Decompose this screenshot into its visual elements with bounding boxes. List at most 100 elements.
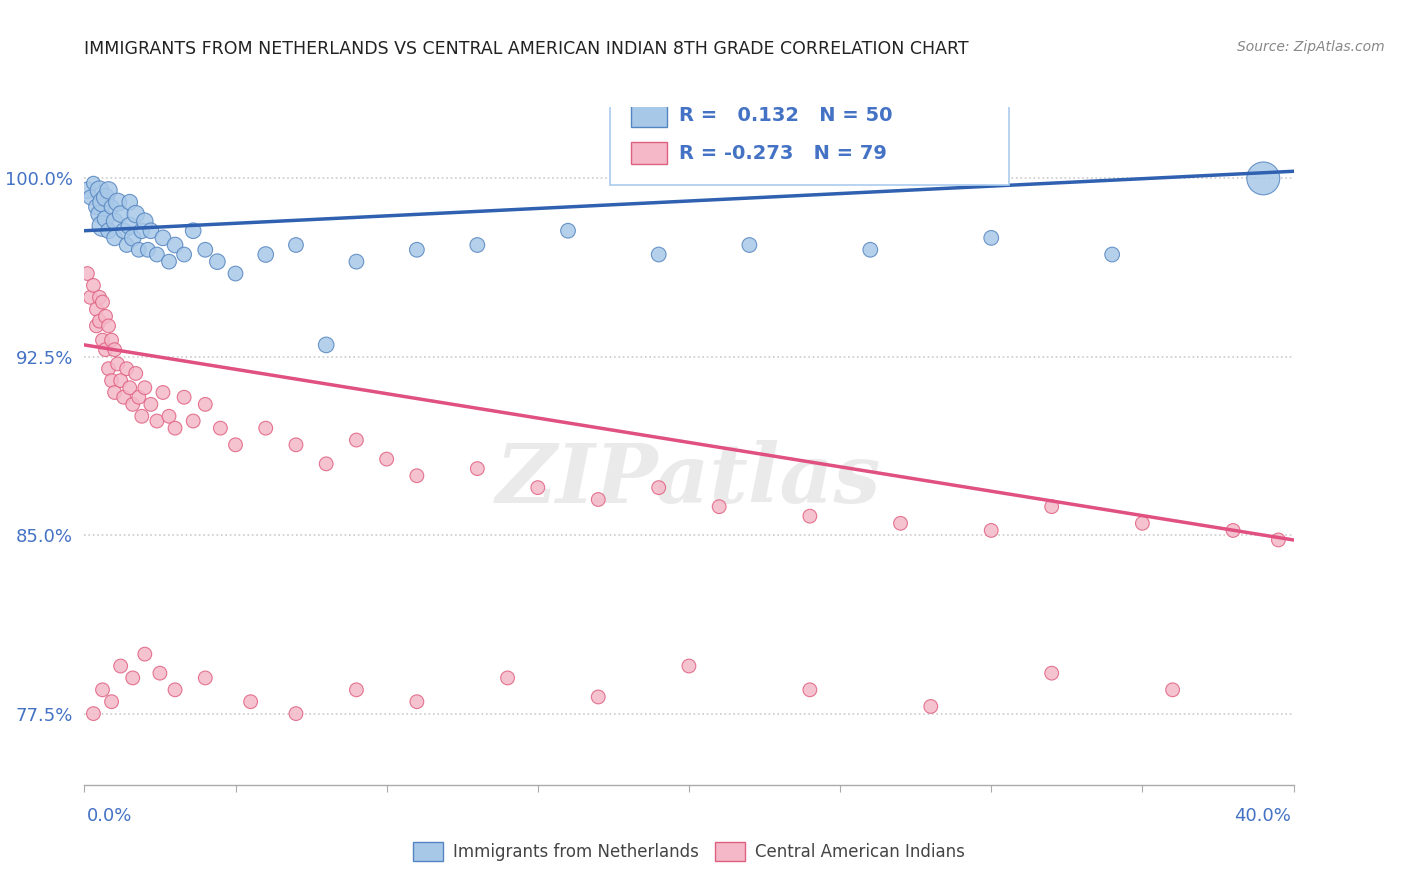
Point (1040, 666, 1063, 681)
Point (152, 385, 174, 400)
Point (346, 254, 368, 268)
Point (134, 647, 156, 661)
Point (139, 224, 162, 238)
Point (134, 214, 156, 228)
Point (97, 318, 120, 333)
Point (91, 682, 114, 697)
Point (799, 509, 821, 524)
Point (648, 247, 671, 261)
Point (115, 361, 138, 376)
Point (285, 706, 308, 721)
Point (146, 414, 169, 428)
Point (1253, 171, 1275, 186)
Point (254, 421, 277, 435)
Point (557, 224, 579, 238)
Point (149, 666, 172, 681)
Point (110, 659, 132, 673)
Point (125, 207, 148, 221)
Point (181, 224, 204, 238)
Point (107, 357, 129, 371)
Point (165, 682, 187, 697)
Point (110, 374, 132, 388)
Point (121, 671, 143, 685)
Point (89, 290, 111, 304)
Point (134, 381, 156, 395)
Point (225, 438, 247, 452)
Point (406, 243, 429, 257)
Point (1101, 247, 1123, 261)
Point (91, 295, 114, 310)
Point (118, 381, 141, 395)
Point (89, 314, 111, 328)
Point (181, 414, 204, 428)
Point (1130, 516, 1153, 531)
FancyBboxPatch shape (610, 100, 1010, 185)
Point (100, 374, 122, 388)
Point (112, 224, 135, 238)
Point (94, 211, 117, 226)
Point (1040, 500, 1063, 514)
Point (128, 390, 150, 404)
Point (375, 452, 398, 467)
Point (315, 457, 337, 471)
Point (315, 338, 337, 352)
Point (91, 195, 114, 210)
Point (527, 481, 550, 495)
Point (86, 318, 108, 333)
Point (76, 183, 98, 197)
Point (225, 267, 247, 281)
Point (146, 247, 169, 261)
Point (467, 461, 489, 475)
Point (97, 183, 120, 197)
Point (82, 278, 104, 293)
Point (118, 195, 141, 210)
Point (97, 224, 120, 238)
Point (107, 195, 129, 210)
Point (131, 224, 153, 238)
Point (89, 183, 111, 197)
Text: Source: ZipAtlas.com: Source: ZipAtlas.com (1237, 40, 1385, 54)
Point (97, 361, 120, 376)
Point (239, 695, 262, 709)
Point (100, 333, 122, 347)
Point (100, 200, 122, 214)
Point (131, 409, 153, 424)
Point (285, 438, 308, 452)
Point (588, 492, 610, 507)
Text: 0.0%: 0.0% (87, 807, 132, 825)
Point (1222, 524, 1244, 538)
Point (157, 254, 180, 268)
Point (125, 367, 148, 381)
Point (121, 397, 143, 411)
Point (890, 516, 912, 531)
Point (104, 343, 127, 357)
Point (709, 500, 731, 514)
Point (980, 231, 1002, 245)
Point (254, 247, 277, 261)
Point (157, 409, 180, 424)
Point (94, 343, 117, 357)
Point (346, 682, 368, 697)
Point (799, 682, 821, 697)
Point (112, 390, 135, 404)
Point (165, 421, 187, 435)
Point (1161, 682, 1184, 697)
Point (104, 214, 127, 228)
Legend: Immigrants from Netherlands, Central American Indians: Immigrants from Netherlands, Central Ame… (406, 836, 972, 868)
Point (86, 200, 108, 214)
Point (76, 267, 98, 281)
Bar (631, 105, 668, 127)
Point (104, 385, 127, 400)
Point (1267, 533, 1289, 547)
Point (346, 433, 368, 447)
Point (406, 468, 429, 483)
Point (467, 238, 489, 252)
Bar (631, 143, 668, 164)
Point (738, 238, 761, 252)
Point (115, 238, 138, 252)
Point (79, 190, 101, 204)
Point (128, 243, 150, 257)
Point (173, 247, 195, 261)
Point (588, 690, 610, 704)
Point (86, 302, 108, 317)
